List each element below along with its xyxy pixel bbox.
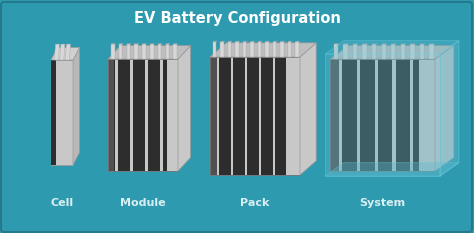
Bar	[231, 57, 233, 175]
Polygon shape	[363, 44, 367, 45]
Polygon shape	[210, 43, 316, 57]
Bar	[210, 57, 218, 175]
Polygon shape	[173, 44, 177, 45]
Bar	[353, 45, 357, 59]
Polygon shape	[243, 41, 247, 42]
Polygon shape	[108, 46, 191, 59]
Polygon shape	[111, 44, 115, 45]
Bar	[258, 42, 261, 57]
Polygon shape	[236, 41, 239, 42]
Polygon shape	[420, 44, 425, 45]
Polygon shape	[325, 163, 459, 176]
Bar	[213, 42, 217, 57]
Polygon shape	[429, 44, 434, 45]
Polygon shape	[435, 46, 454, 171]
Bar	[51, 60, 73, 165]
Polygon shape	[165, 44, 170, 45]
Bar	[158, 45, 161, 59]
Bar	[220, 42, 224, 57]
Bar	[210, 57, 300, 175]
Bar	[250, 42, 254, 57]
Polygon shape	[382, 44, 387, 45]
Polygon shape	[401, 44, 406, 45]
Text: Module: Module	[120, 198, 166, 208]
Bar	[119, 45, 122, 59]
Bar	[165, 45, 169, 59]
Bar	[357, 59, 360, 171]
Polygon shape	[265, 41, 270, 42]
Polygon shape	[220, 41, 225, 42]
Bar	[245, 57, 247, 175]
Polygon shape	[300, 43, 316, 175]
Bar	[167, 59, 178, 171]
Bar	[286, 57, 300, 175]
Bar	[295, 42, 299, 57]
Bar	[288, 42, 292, 57]
Text: Cell: Cell	[50, 198, 73, 208]
Polygon shape	[178, 46, 191, 171]
Bar	[281, 42, 284, 57]
Polygon shape	[281, 41, 284, 42]
Bar	[145, 59, 148, 171]
Polygon shape	[410, 44, 415, 45]
Polygon shape	[343, 44, 348, 45]
Polygon shape	[250, 41, 255, 42]
Bar	[228, 42, 231, 57]
Polygon shape	[51, 47, 80, 60]
Polygon shape	[142, 44, 146, 45]
Polygon shape	[228, 41, 232, 42]
Text: System: System	[359, 198, 405, 208]
Bar	[334, 45, 338, 59]
Bar	[392, 59, 396, 171]
Text: EV Battery Configuration: EV Battery Configuration	[134, 10, 340, 25]
Bar	[273, 42, 276, 57]
Polygon shape	[391, 44, 396, 45]
Polygon shape	[60, 44, 65, 60]
Bar	[142, 45, 146, 59]
Bar	[108, 59, 178, 171]
Bar	[116, 59, 118, 171]
Polygon shape	[353, 44, 358, 45]
Bar	[259, 57, 261, 175]
Bar	[273, 57, 275, 175]
Bar	[150, 45, 154, 59]
Polygon shape	[273, 41, 277, 42]
Bar	[374, 59, 378, 171]
Polygon shape	[295, 41, 300, 42]
Polygon shape	[334, 44, 339, 45]
Polygon shape	[258, 41, 262, 42]
Polygon shape	[127, 44, 131, 45]
Bar	[343, 45, 348, 59]
Bar	[363, 45, 367, 59]
Bar	[429, 45, 434, 59]
Bar	[111, 45, 115, 59]
Bar	[330, 59, 435, 171]
Bar	[108, 59, 178, 171]
Bar	[236, 42, 239, 57]
Bar	[127, 45, 130, 59]
Bar	[382, 45, 386, 59]
Bar	[420, 45, 424, 59]
Polygon shape	[330, 46, 454, 59]
Polygon shape	[288, 41, 292, 42]
Bar	[339, 59, 342, 171]
Bar	[325, 54, 440, 176]
Bar	[410, 45, 415, 59]
Bar	[410, 59, 413, 171]
Polygon shape	[55, 44, 59, 60]
Bar	[243, 42, 246, 57]
Bar	[108, 59, 114, 171]
Bar	[330, 59, 435, 171]
Bar	[330, 59, 339, 171]
Polygon shape	[158, 44, 162, 45]
Bar	[160, 59, 163, 171]
Bar	[217, 57, 219, 175]
Bar	[130, 59, 133, 171]
Polygon shape	[65, 44, 71, 60]
Polygon shape	[213, 41, 217, 42]
Bar	[265, 42, 269, 57]
Polygon shape	[440, 41, 459, 176]
Polygon shape	[325, 41, 459, 54]
Text: Pack: Pack	[240, 198, 270, 208]
